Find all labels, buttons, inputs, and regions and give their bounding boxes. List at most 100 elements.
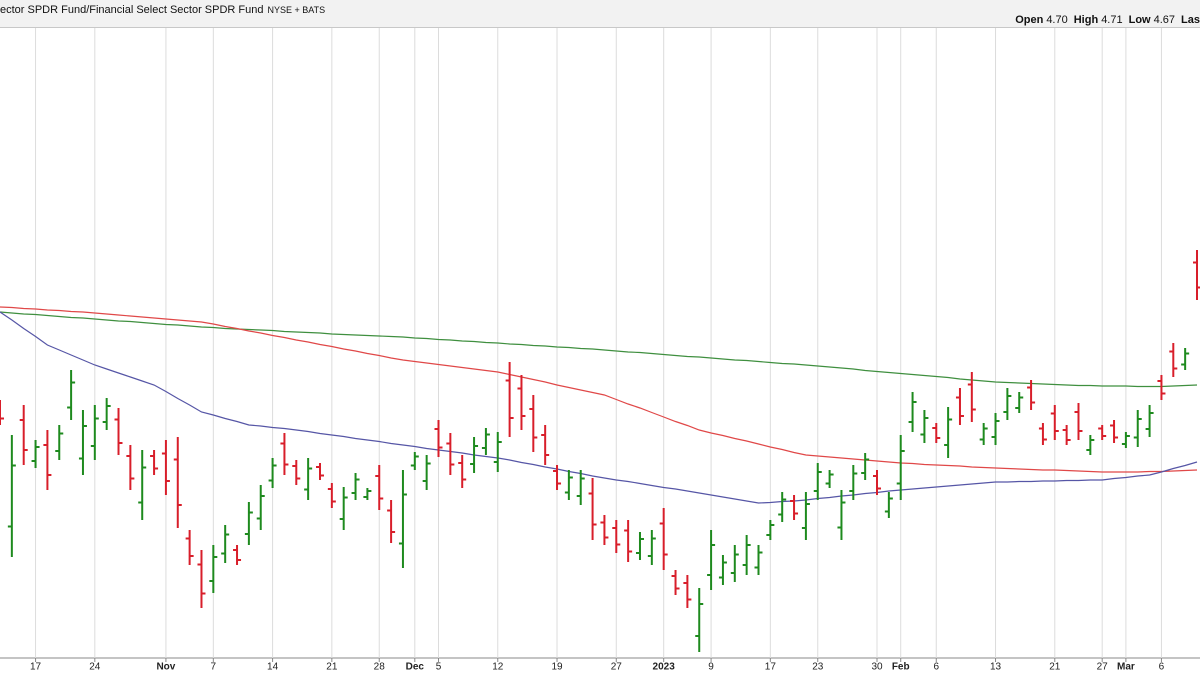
ohlc-bar <box>1181 348 1190 370</box>
quote-label: Open <box>1015 14 1044 26</box>
ohlc-bar <box>221 525 230 563</box>
x-tick-label: Nov <box>156 662 175 673</box>
ohlc-bar <box>339 487 348 530</box>
quote-value: 4.67 <box>1153 14 1176 26</box>
x-tick-label: 17 <box>30 662 42 673</box>
ohlc-bar <box>588 478 597 540</box>
ohlc-bar <box>861 453 870 480</box>
x-tick-label: 24 <box>89 662 101 673</box>
ohlc-bar <box>244 502 253 545</box>
x-tick-label: Feb <box>892 662 910 673</box>
ohlc-bar <box>55 425 64 460</box>
ohlc-bar <box>683 575 692 608</box>
ohlc-bar <box>1027 380 1036 410</box>
ohlc-bar <box>126 445 135 490</box>
ohlc-bar <box>43 430 52 490</box>
quote-label: Las <box>1181 14 1200 26</box>
ohlc-bar <box>730 545 739 582</box>
ohlc-bar <box>813 463 822 500</box>
ohlc-bar <box>718 555 727 585</box>
ohlc-bar <box>67 370 76 420</box>
ohlc-bar <box>517 375 526 430</box>
ohlc-bar <box>825 470 834 488</box>
ohlc-bar <box>1133 410 1142 447</box>
ohlc-bar <box>884 492 893 518</box>
ohlc-bar <box>1121 432 1130 448</box>
ohlc-bar <box>256 485 265 530</box>
x-tick-label: 13 <box>990 662 1002 673</box>
ohlc-bar <box>493 432 502 472</box>
ohlc-bar <box>967 372 976 422</box>
ohlc-bar <box>422 455 431 490</box>
ohlc-bar <box>908 392 917 432</box>
ohlc-bar <box>7 435 16 557</box>
ohlc-bar <box>0 400 4 425</box>
x-tick-label: 7 <box>211 662 217 673</box>
ohlc-bar <box>896 435 905 500</box>
ohlc-bar <box>1015 392 1024 413</box>
x-tick-label: 21 <box>1049 662 1061 673</box>
ohlc-bar <box>1169 343 1178 377</box>
ohlc-bar <box>387 500 396 543</box>
ohlc-bar <box>624 520 633 562</box>
x-tick-label: Dec <box>406 662 425 673</box>
ohlc-bar <box>19 405 28 465</box>
ohlc-bar <box>31 440 40 468</box>
ohlc-bar <box>541 425 550 465</box>
ohlc-bar <box>102 398 111 430</box>
ohlc-bar <box>837 490 846 540</box>
ohlc-bar <box>564 470 573 500</box>
ohlc-bar <box>233 545 242 565</box>
ohlc-bar <box>695 588 704 652</box>
ohlc-bar <box>1193 250 1200 300</box>
quote-label: Low <box>1128 14 1151 26</box>
ohlc-bar <box>849 465 858 500</box>
chart-title: ector SPDR Fund/Financial Select Sector … <box>0 4 264 16</box>
ohlc-bar <box>801 492 810 540</box>
x-tick-label: 17 <box>765 662 777 673</box>
ohlc-bar <box>280 433 289 475</box>
ohlc-bar <box>1098 425 1107 440</box>
quote-line: Open 4.70 High 4.71 Low 4.67 Las <box>1009 14 1200 26</box>
x-tick-label: 23 <box>812 662 824 673</box>
ohlc-bar <box>944 407 953 458</box>
ohlc-bar <box>446 433 455 475</box>
ohlc-bar <box>612 520 621 553</box>
ohlc-bar <box>398 470 407 568</box>
ohlc-bar <box>410 452 419 470</box>
ohlc-bar <box>991 413 1000 445</box>
ohlc-bar <box>1003 388 1012 420</box>
x-tick-label: 21 <box>326 662 338 673</box>
ohlc-bar <box>790 495 799 520</box>
ohlc-bar <box>114 408 123 455</box>
x-tick-label: 19 <box>551 662 563 673</box>
ohlc-bar <box>647 530 656 565</box>
quote-label: High <box>1073 14 1099 26</box>
ohlc-bar <box>138 450 147 520</box>
ohlc-bar <box>161 440 170 495</box>
ohlc-bar <box>671 570 680 595</box>
x-tick-label: 6 <box>1159 662 1165 673</box>
title-line: ector SPDR Fund/Financial Select Sector … <box>0 4 325 16</box>
ohlc-bar <box>1145 405 1154 437</box>
x-tick-label: 6 <box>933 662 939 673</box>
ohlc-bar <box>1074 403 1083 440</box>
ohlc-bar <box>327 483 336 508</box>
x-tick-label: 28 <box>374 662 386 673</box>
ohlc-bar <box>932 423 941 443</box>
x-tick-label: 30 <box>871 662 883 673</box>
quote-value: 4.70 <box>1046 14 1068 26</box>
ohlc-bar <box>576 470 585 505</box>
header-bar: ector SPDR Fund/Financial Select Sector … <box>0 0 1200 28</box>
ohlc-bar <box>481 428 490 455</box>
ohlc-bar <box>315 463 324 480</box>
x-tick-label: 27 <box>1097 662 1109 673</box>
quote-value: 4.71 <box>1101 14 1123 26</box>
ohlc-bar <box>268 458 277 488</box>
ohlc-bar <box>90 405 99 460</box>
moving-average <box>0 311 1198 504</box>
ohlc-bar <box>1038 423 1047 445</box>
ohlc-bar <box>778 492 787 522</box>
